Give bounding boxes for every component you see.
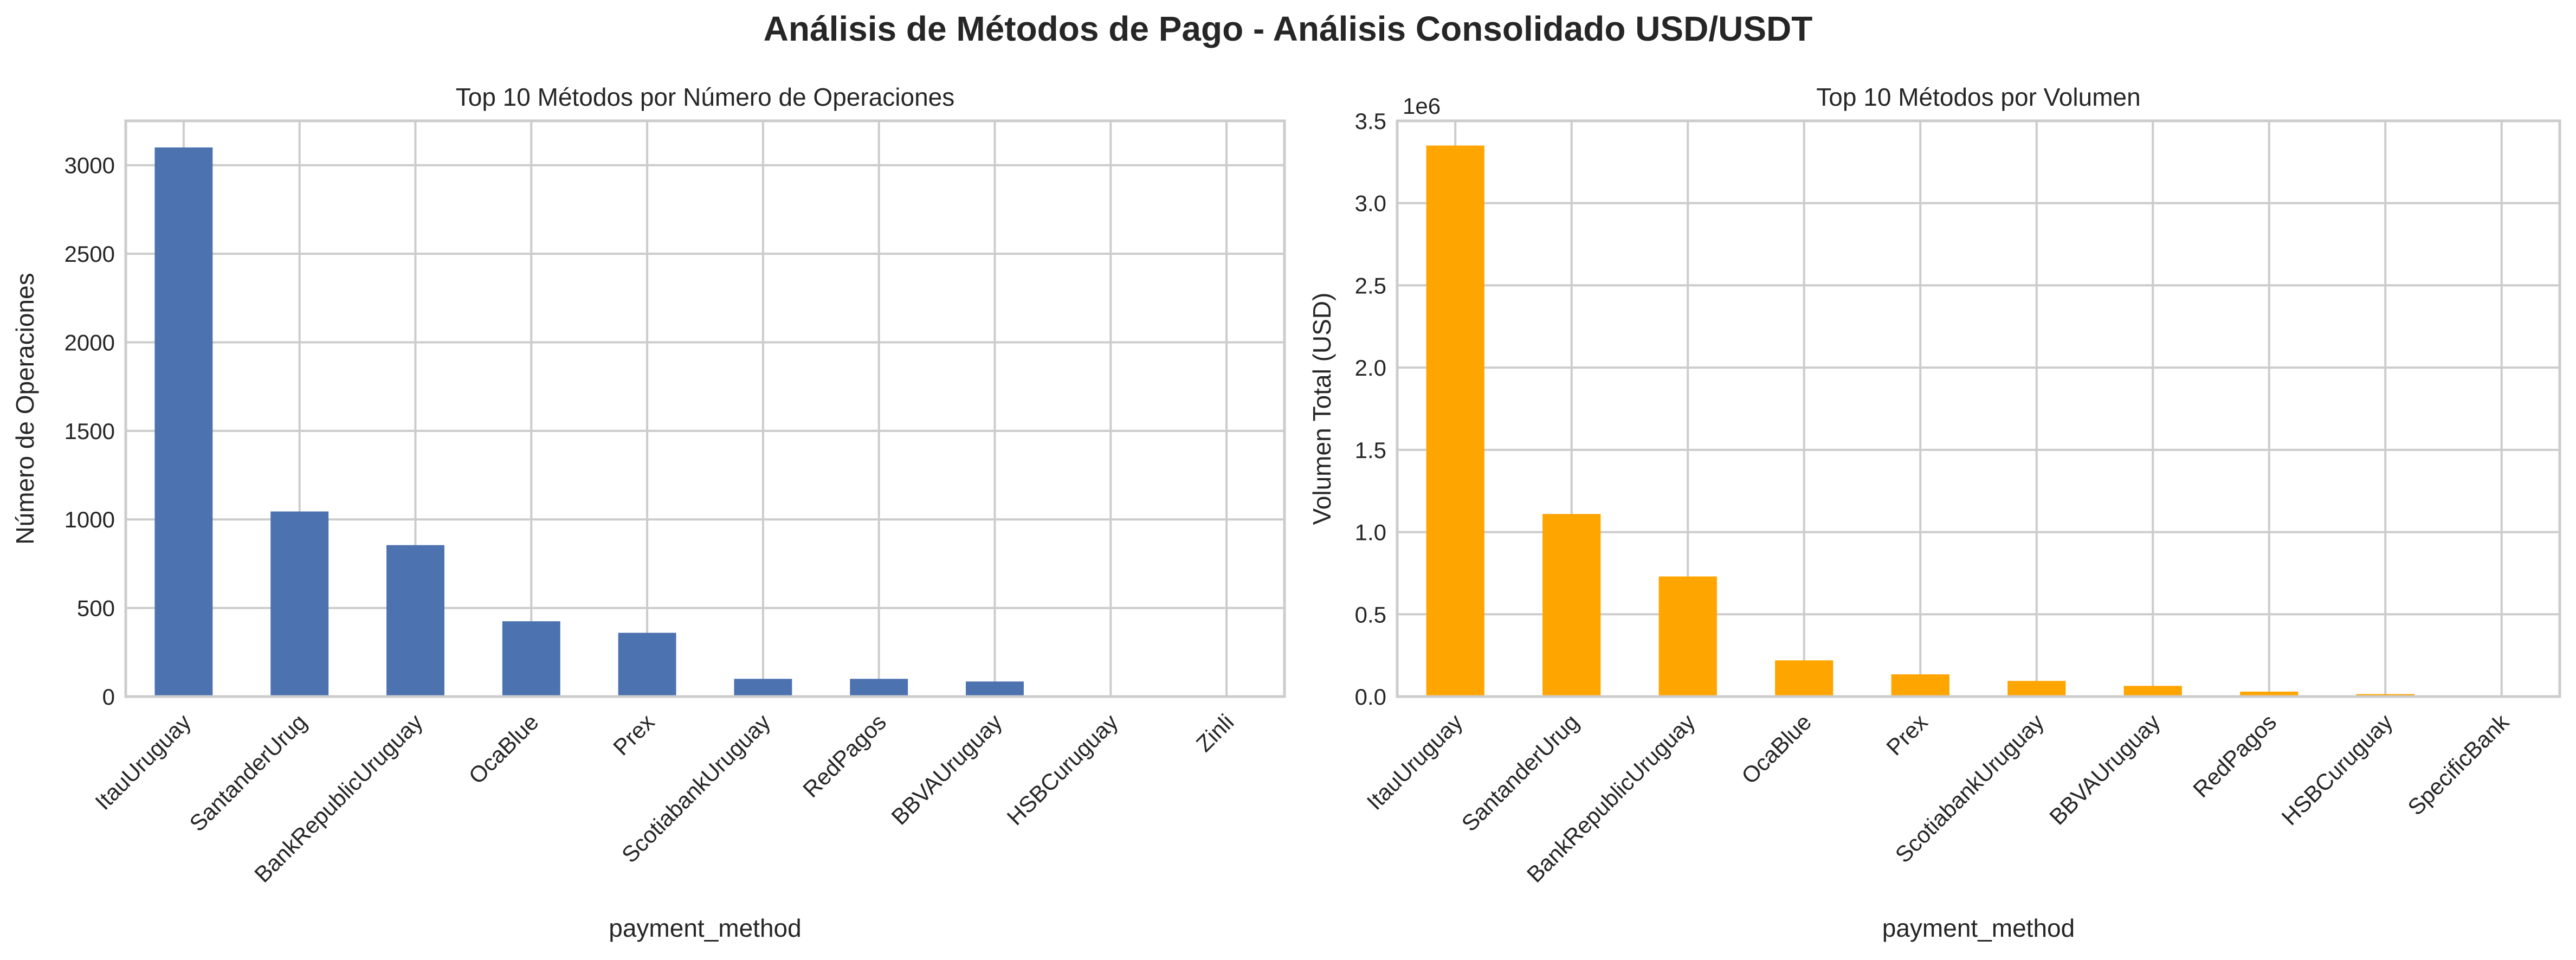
bar-Prex bbox=[618, 633, 676, 697]
chart-title: Top 10 Métodos por Número de Operaciones bbox=[456, 83, 955, 111]
chart-1: 0 500 1000 1500 2000 2500 3000 ItauUruguaySanta… bbox=[11, 83, 1286, 942]
x-axis-label: payment_method bbox=[1882, 914, 2075, 942]
y-tick-label: 1000 bbox=[64, 507, 115, 532]
y-tick-label: 500 bbox=[77, 596, 115, 621]
y-tick-label: 3000 bbox=[64, 153, 115, 178]
x-tick-label: RedPagos bbox=[2188, 709, 2281, 802]
x-tick-label: SpecificBank bbox=[2403, 708, 2514, 820]
bar-RedPagos bbox=[850, 679, 908, 697]
x-tick-label: RedPagos bbox=[798, 709, 891, 802]
y-tick-label: 2000 bbox=[64, 330, 115, 355]
y-tick-label: 0.0 bbox=[1355, 684, 1386, 710]
bar-BBVAUruguay bbox=[966, 681, 1024, 697]
x-tick-label: SantanderUrug bbox=[1456, 709, 1584, 836]
chart-title: Top 10 Métodos por Volumen bbox=[1816, 83, 2140, 111]
plot-frame bbox=[124, 119, 1286, 698]
x-tick-label: ItauUruguay bbox=[90, 709, 196, 815]
bar-BBVAUruguay bbox=[2123, 686, 2182, 697]
bar-Prex bbox=[1891, 674, 1949, 697]
x-tick-label: BBVAUruguay bbox=[2044, 709, 2165, 830]
y-axis-label: Número de Operaciones bbox=[11, 273, 39, 544]
x-tick-label: HSBCuruguay bbox=[2277, 709, 2398, 830]
y-tick-label: 3.0 bbox=[1355, 191, 1386, 216]
bar-ScotiabankUruguay bbox=[734, 679, 792, 697]
figure-title: Análisis de Métodos de Pago - Análisis C… bbox=[763, 9, 1813, 48]
y-tick-label: 0 bbox=[102, 684, 115, 710]
x-tick-label: HSBCuruguay bbox=[1002, 709, 1123, 830]
bar-BankRepublicUruguay bbox=[386, 545, 444, 697]
x-tick-label: SantanderUrug bbox=[184, 709, 312, 836]
x-tick-label: OcaBlue bbox=[1736, 709, 1816, 789]
y-axis-label: Volumen Total (USD) bbox=[1308, 293, 1336, 525]
x-axis-label: payment_method bbox=[609, 914, 801, 942]
x-tick-label: Zinli bbox=[1191, 709, 1239, 757]
x-tick-label: ItauUruguay bbox=[1362, 709, 1468, 815]
y-tick-label: 2500 bbox=[64, 241, 115, 267]
bar-ItauUruguay bbox=[154, 147, 213, 697]
bar-ScotiabankUruguay bbox=[2007, 681, 2066, 697]
y-tick-label: 3.5 bbox=[1355, 108, 1386, 134]
x-tick-label: Prex bbox=[1881, 709, 1932, 760]
bar-BankRepublicUruguay bbox=[1658, 576, 1717, 697]
bar-OcaBlue bbox=[502, 621, 560, 697]
bar-SantanderUrug bbox=[270, 511, 329, 697]
y-tick-label: 2.0 bbox=[1355, 355, 1386, 381]
y-offset-label: 1e6 bbox=[1403, 93, 1441, 119]
x-tick-label: BBVAUruguay bbox=[886, 709, 1007, 830]
bar-OcaBlue bbox=[1775, 660, 1833, 697]
bar-RedPagos bbox=[2240, 691, 2299, 697]
y-tick-label: 2.5 bbox=[1355, 273, 1386, 298]
plot-frame bbox=[1396, 119, 2561, 698]
y-tick-label: 1500 bbox=[64, 418, 115, 444]
y-tick-label: 1.0 bbox=[1355, 520, 1386, 545]
y-tick-label: 0.5 bbox=[1355, 602, 1386, 627]
x-tick-label: OcaBlue bbox=[464, 709, 544, 789]
chart-2: 0.0 0.5 1.0 1.5 2.0 2.5 3.0 3.5 ItauUruguaySanta… bbox=[1308, 83, 2561, 942]
bar-SantanderUrug bbox=[1542, 514, 1601, 697]
y-tick-label: 1.5 bbox=[1355, 437, 1386, 463]
x-tick-label: Prex bbox=[608, 709, 659, 760]
bar-ItauUruguay bbox=[1426, 145, 1484, 697]
